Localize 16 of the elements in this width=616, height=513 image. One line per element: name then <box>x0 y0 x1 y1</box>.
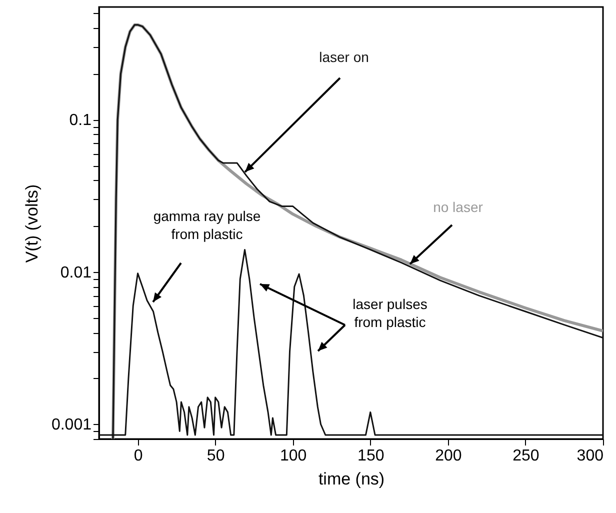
x-tick-label: 200 <box>435 448 462 464</box>
x-tick-label: 0 <box>134 448 143 464</box>
text: no laser <box>433 199 484 215</box>
y-tick-label: 0.1 <box>69 112 92 130</box>
y-tick-label: 0.01 <box>60 264 92 282</box>
annotation: laser pulses from plastic <box>352 296 428 330</box>
x-tick-label: 250 <box>512 448 540 464</box>
x-tick-label: 150 <box>358 448 384 464</box>
y-tick-label: 0.001 <box>51 416 92 434</box>
annotation: gamma ray pulse from plastic <box>153 208 261 242</box>
x-tick-label: 100 <box>280 448 307 464</box>
x-tick-label: 50 <box>206 448 225 464</box>
x-tick-label: 300 <box>576 448 604 464</box>
text: laser on <box>319 49 369 65</box>
x-axis-title: time (ns) <box>318 470 385 488</box>
y-axis-title: V(t) (volts) <box>22 184 42 263</box>
